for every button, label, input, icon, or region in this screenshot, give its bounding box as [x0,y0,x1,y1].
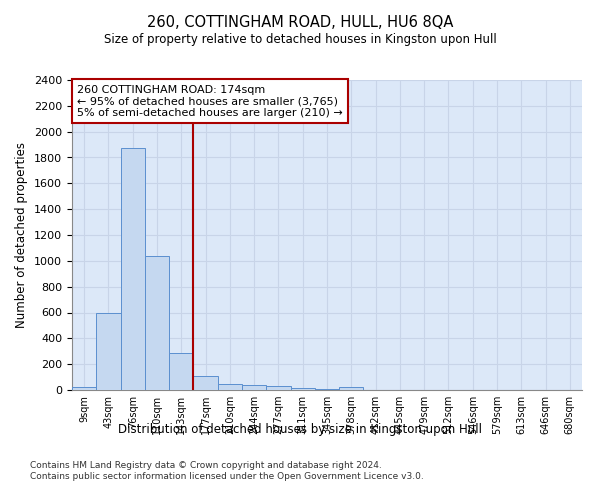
Y-axis label: Number of detached properties: Number of detached properties [16,142,28,328]
Bar [218,384,242,390]
Bar [266,386,290,390]
Bar [242,386,266,390]
Text: Contains public sector information licensed under the Open Government Licence v3: Contains public sector information licen… [30,472,424,481]
Text: 260 COTTINGHAM ROAD: 174sqm
← 95% of detached houses are smaller (3,765)
5% of s: 260 COTTINGHAM ROAD: 174sqm ← 95% of det… [77,84,343,118]
Bar [169,353,193,390]
Bar [96,312,121,390]
Bar [145,256,169,390]
Text: Size of property relative to detached houses in Kingston upon Hull: Size of property relative to detached ho… [104,32,496,46]
Bar [72,388,96,390]
Text: Distribution of detached houses by size in Kingston upon Hull: Distribution of detached houses by size … [118,422,482,436]
Bar [339,387,364,390]
Bar [121,148,145,390]
Bar [193,376,218,390]
Bar [290,388,315,390]
Text: Contains HM Land Registry data © Crown copyright and database right 2024.: Contains HM Land Registry data © Crown c… [30,460,382,469]
Bar [315,388,339,390]
Text: 260, COTTINGHAM ROAD, HULL, HU6 8QA: 260, COTTINGHAM ROAD, HULL, HU6 8QA [147,15,453,30]
